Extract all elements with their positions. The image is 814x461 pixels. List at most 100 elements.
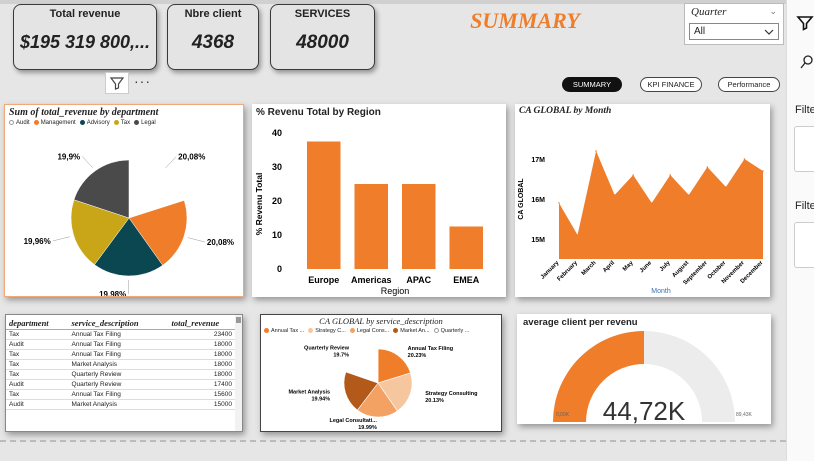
table-scrollbar[interactable] xyxy=(235,315,242,431)
legend-item[interactable]: Management xyxy=(33,120,76,127)
gauge-max-label: 89,43K xyxy=(736,412,753,418)
legend-item[interactable]: Audit xyxy=(9,120,30,126)
gauge-panel[interactable]: average client per revenu 44,72K 0,00K 89,… xyxy=(517,314,771,424)
legend-item[interactable]: Market An... xyxy=(393,328,430,334)
column-header[interactable]: service_description xyxy=(68,315,169,330)
column-header[interactable]: department xyxy=(6,315,69,330)
pie-slice xyxy=(377,348,411,384)
y-tick-label: 40 xyxy=(272,128,282,138)
data-label: 19,96% xyxy=(24,237,51,246)
revenue-table-panel[interactable]: department service_description total_reven… xyxy=(5,314,243,432)
kpi-label: Total revenue xyxy=(49,8,121,20)
table-row[interactable]: Audit Market Analysis 15000 xyxy=(6,399,242,410)
more-options-icon[interactable]: ··· xyxy=(134,73,151,89)
data-label: 19,98% xyxy=(99,290,126,297)
x-tick-label: Europe xyxy=(308,275,339,285)
legend-item[interactable]: Advisory xyxy=(79,120,110,126)
legend-item[interactable]: Strategy C... xyxy=(308,328,346,334)
table-cell: Annual Tax Filing xyxy=(68,389,169,400)
filter-card[interactable] xyxy=(794,222,814,268)
pie-slice xyxy=(128,200,188,266)
x-tick-label: Americas xyxy=(351,275,392,285)
table-cell: Annual Tax Filing xyxy=(68,349,169,360)
data-label: Legal Consultati... xyxy=(329,418,377,424)
kpi-value: 48000 xyxy=(296,32,349,53)
legend-item[interactable]: Legal Cons... xyxy=(349,328,389,334)
y-axis-title: CA GLOBAL xyxy=(518,178,525,220)
table-row[interactable]: Tax Annual Tax Filing 23400 xyxy=(6,329,242,340)
data-point xyxy=(743,158,746,160)
table-cell: 15000 xyxy=(168,399,242,410)
table-cell: Tax xyxy=(6,369,69,380)
y-tick-label: 0 xyxy=(277,264,282,274)
table-row[interactable]: Tax Quarterly Review 18000 xyxy=(6,369,242,380)
data-label: Market Analysis xyxy=(288,390,330,396)
table-cell: Market Analysis xyxy=(68,399,169,410)
legend-item[interactable]: Legal xyxy=(134,120,156,126)
table-row[interactable]: Tax Annual Tax Filing 18000 xyxy=(6,349,242,360)
data-label: 19.99% xyxy=(358,425,377,431)
pie-slice xyxy=(345,348,379,384)
y-tick-label: 20 xyxy=(272,196,282,206)
legend-label: Annual Tax ... xyxy=(271,328,305,334)
nav-kpi-finance-button[interactable]: KPI FINANCE xyxy=(640,77,702,92)
region-bar-panel[interactable]: % Revenu Total by Region 0 10 20 30 40 % Reve… xyxy=(252,104,506,297)
data-label: 20,08% xyxy=(207,238,234,247)
service-pie-panel[interactable]: CA GLOBAL by service_description Annual … xyxy=(260,314,502,432)
page-title: SUMMARY xyxy=(470,8,580,33)
chart-legend: Audit Management Advisory Tax Legal xyxy=(5,120,243,126)
legend-item[interactable]: Annual Tax ... xyxy=(264,328,304,334)
legend-label: Legal xyxy=(141,120,156,127)
page-divider xyxy=(0,440,786,442)
department-pie-panel[interactable]: Sum of total_revenue by department Audit… xyxy=(4,104,244,297)
slicer-value: All xyxy=(694,26,706,37)
y-tick-label: 10 xyxy=(272,230,282,240)
y-tick-label: 16M xyxy=(531,197,545,204)
table-row[interactable]: Audit Annual Tax Filing 18000 xyxy=(6,339,242,350)
filter-card[interactable] xyxy=(794,126,814,172)
label-leader xyxy=(81,156,93,168)
legend-label: Audit xyxy=(16,120,30,127)
legend-label: Quarterly ... xyxy=(440,328,470,334)
kpi-services[interactable]: SERVICES 48000 xyxy=(270,4,375,70)
region-bar-chart: 0 10 20 30 40 % Revenu Total Europe Americas APA… xyxy=(254,128,483,296)
y-tick-label: 30 xyxy=(272,162,282,172)
slicer-dropdown[interactable]: All xyxy=(689,23,779,40)
table-cell: Annual Tax Filing xyxy=(68,329,169,340)
table-cell: Audit xyxy=(6,399,69,410)
data-point xyxy=(576,234,579,236)
x-axis-title: Month xyxy=(651,288,671,295)
table-cell: 23400 xyxy=(168,329,242,340)
data-label: Annual Tax Filing xyxy=(408,346,453,352)
quarter-slicer[interactable]: Quarter ⌄ All xyxy=(684,3,784,45)
nav-summary-button[interactable]: SUMMARY xyxy=(562,77,622,92)
month-area-panel[interactable]: CA GLOBAL by Month 15M 16M 17M CA GLOBAL Jan… xyxy=(515,104,770,297)
legend-dot-icon xyxy=(9,120,14,125)
y-tick-label: 17M xyxy=(531,157,545,164)
legend-label: Management xyxy=(40,120,76,127)
filter-icon[interactable] xyxy=(105,72,129,94)
x-tick-label: May xyxy=(622,260,635,273)
x-tick-label: July xyxy=(659,260,672,273)
scrollbar-thumb[interactable] xyxy=(236,317,241,323)
table-row[interactable]: Tax Annual Tax Filing 15600 xyxy=(6,389,242,400)
gauge-min-label: 0,00K xyxy=(556,412,570,418)
gauge-fill xyxy=(553,331,644,422)
legend-dot-icon xyxy=(393,328,399,334)
table-row[interactable]: Audit Quarterly Review 17400 xyxy=(6,379,242,390)
filter-pane-icon[interactable] xyxy=(796,14,814,32)
nav-performance-button[interactable]: Performance xyxy=(718,77,780,92)
chart-title: CA GLOBAL by service_description xyxy=(319,316,443,326)
chevron-down-icon[interactable]: ⌄ xyxy=(769,6,777,16)
kpi-total-revenue[interactable]: Total revenue $195 319 800,... xyxy=(13,4,157,70)
column-header[interactable]: total_revenue xyxy=(168,315,242,330)
table-row[interactable]: Tax Market Analysis 18000 xyxy=(6,359,242,370)
data-point xyxy=(669,174,672,176)
legend-item[interactable]: Tax xyxy=(113,120,130,126)
y-tick-label: 15M xyxy=(531,237,545,244)
search-icon[interactable] xyxy=(800,54,814,70)
kpi-clients[interactable]: Nbre client 4368 xyxy=(167,4,259,70)
legend-item[interactable]: Quarterly ... xyxy=(433,328,470,334)
